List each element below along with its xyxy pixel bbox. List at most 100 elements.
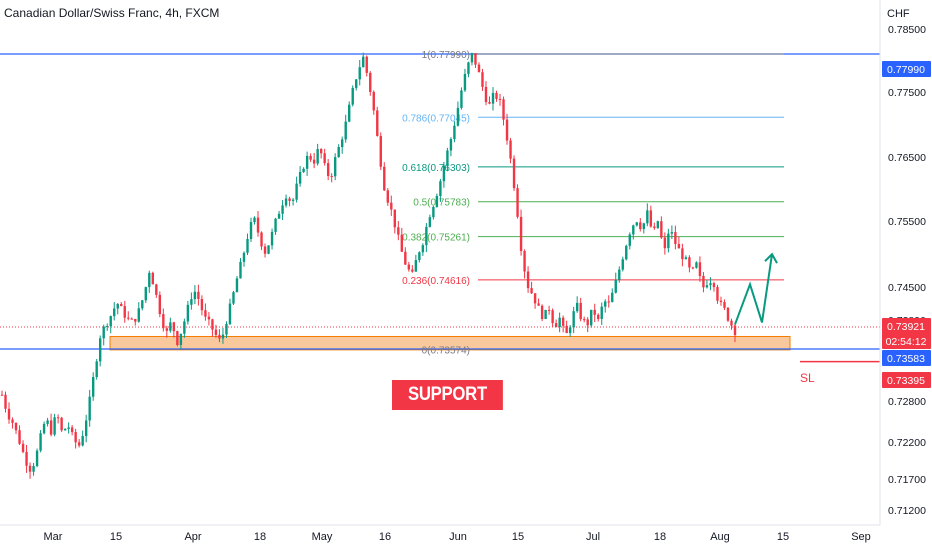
x-tick-label: Sep bbox=[851, 531, 871, 543]
candle-body bbox=[298, 171, 302, 184]
candle-body bbox=[586, 319, 589, 326]
candle-body bbox=[246, 239, 249, 253]
candle-body bbox=[312, 159, 316, 164]
candle-body bbox=[537, 303, 540, 306]
candle-body bbox=[4, 394, 7, 409]
candle-body bbox=[348, 104, 351, 122]
candle-body bbox=[400, 234, 404, 252]
candle-body bbox=[600, 306, 603, 319]
candle-body bbox=[21, 443, 25, 452]
candle-body bbox=[190, 299, 193, 305]
price-tag-value: 0.77990 bbox=[887, 64, 925, 76]
candle-body bbox=[32, 466, 35, 472]
candle-body bbox=[155, 284, 158, 295]
candle-body bbox=[186, 304, 190, 322]
candle-body bbox=[214, 329, 218, 335]
candle-body bbox=[604, 301, 607, 307]
candle-body bbox=[733, 325, 737, 336]
candle-body bbox=[488, 102, 491, 104]
candle-body bbox=[656, 221, 660, 229]
candle-body bbox=[551, 310, 554, 324]
candle-body bbox=[14, 422, 18, 431]
candle-body bbox=[253, 217, 256, 223]
candle-body bbox=[716, 287, 719, 301]
candle-body bbox=[453, 125, 456, 140]
candle-body bbox=[372, 91, 375, 111]
fib-label-0.382: 0.382(0.75261) bbox=[402, 233, 470, 244]
currency-label: CHF bbox=[887, 8, 910, 20]
candle-body bbox=[130, 318, 133, 320]
candle-body bbox=[540, 305, 544, 319]
x-tick-label: Mar bbox=[44, 531, 63, 543]
candle-body bbox=[102, 326, 105, 339]
candle-body bbox=[463, 73, 467, 91]
candle-body bbox=[193, 291, 197, 300]
candle-body bbox=[386, 190, 389, 203]
candle-body bbox=[200, 298, 204, 311]
candle-body bbox=[106, 326, 109, 328]
candle-body bbox=[267, 245, 270, 254]
candle-body bbox=[383, 166, 386, 191]
fib-label-0.236: 0.236(0.74616) bbox=[402, 276, 470, 287]
x-tick-label: 18 bbox=[254, 531, 266, 543]
x-tick-label: Jun bbox=[449, 531, 467, 543]
candle-body bbox=[169, 322, 172, 331]
candle-body bbox=[56, 417, 60, 419]
candle-body bbox=[442, 165, 446, 182]
candle-body bbox=[151, 272, 155, 285]
x-tick-label: 15 bbox=[512, 531, 524, 543]
price-tag-bg bbox=[882, 318, 931, 349]
price-tag-value: 0.73921 bbox=[887, 321, 925, 333]
candle-body bbox=[144, 287, 147, 301]
projection-arrowhead bbox=[764, 252, 778, 264]
x-tick-label: 16 bbox=[379, 531, 391, 543]
candle-body bbox=[277, 213, 281, 219]
candle-body bbox=[162, 314, 165, 329]
candle-body bbox=[597, 314, 600, 319]
y-tick-label: 0.76500 bbox=[888, 152, 926, 164]
candle-body bbox=[333, 157, 337, 177]
candle-body bbox=[46, 420, 49, 424]
candle-body bbox=[712, 283, 716, 288]
candle-body bbox=[197, 291, 200, 299]
candle-body bbox=[614, 279, 617, 293]
candle-body bbox=[688, 257, 691, 268]
candle-body bbox=[435, 195, 439, 207]
candle-body bbox=[239, 261, 242, 279]
candle-body bbox=[291, 199, 295, 201]
y-tick-label: 0.71200 bbox=[888, 505, 926, 517]
x-tick-label: Aug bbox=[710, 531, 730, 543]
candle-body bbox=[204, 310, 207, 317]
candle-body bbox=[467, 62, 470, 74]
y-tick-label: 0.75500 bbox=[888, 216, 926, 228]
candle-body bbox=[709, 283, 712, 286]
candle-body bbox=[653, 226, 656, 229]
candle-body bbox=[369, 72, 372, 92]
candle-body bbox=[302, 168, 305, 172]
fib-label-1: 1(0.77990) bbox=[422, 50, 470, 61]
y-tick-label: 0.72800 bbox=[888, 396, 926, 408]
candle-body bbox=[582, 319, 586, 321]
candle-body bbox=[397, 227, 400, 235]
candle-body bbox=[512, 158, 516, 189]
candle-body bbox=[228, 303, 232, 325]
candle-body bbox=[607, 301, 610, 303]
candle-body bbox=[495, 92, 498, 99]
candle-body bbox=[263, 246, 267, 254]
candle-body bbox=[326, 163, 330, 176]
candle-body bbox=[11, 419, 14, 423]
candle-body bbox=[439, 181, 442, 196]
candle-body bbox=[547, 309, 551, 311]
fib-label-0.5: 0.5(0.75783) bbox=[413, 198, 470, 209]
candle-body bbox=[558, 317, 561, 328]
candle-body bbox=[358, 67, 361, 80]
candle-body bbox=[516, 188, 519, 217]
candle-body bbox=[256, 217, 260, 233]
candle-body bbox=[667, 233, 670, 249]
candle-body bbox=[491, 92, 495, 104]
candle-body bbox=[684, 257, 688, 260]
candle-body bbox=[70, 427, 74, 433]
candle-body bbox=[432, 206, 435, 218]
